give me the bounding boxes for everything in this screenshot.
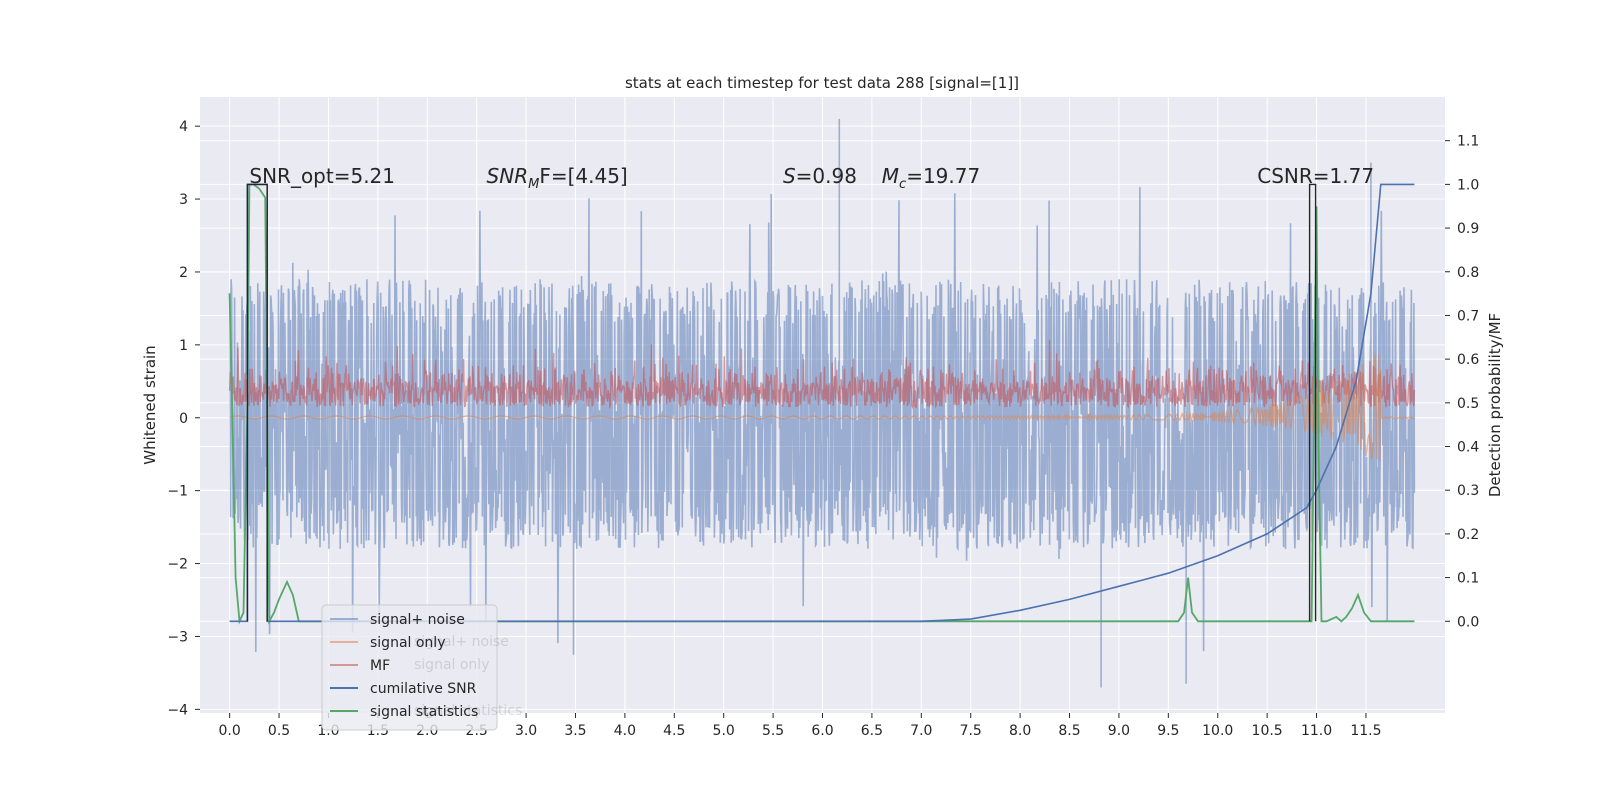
y-tick-label-right: 0.2: [1457, 527, 1479, 543]
dark-bounding-line: [1308, 183, 1317, 622]
x-tick-label: 8.5: [1058, 723, 1080, 739]
legend-label: signal only: [370, 635, 445, 651]
x-tick-label: 6.5: [861, 723, 883, 739]
y-tick-label-right: 1.1: [1457, 134, 1479, 150]
y-tick-label-right: 0.1: [1457, 571, 1479, 587]
legend-ghost-text: signal statistics: [414, 703, 522, 719]
legend-label: signal statistics: [370, 704, 478, 720]
x-tick-label: 4.5: [663, 723, 685, 739]
y-axis-left: 4 3 2 1 0 −1 −2 −3 −4: [167, 119, 200, 718]
y-tick-label-left: 2: [179, 265, 188, 281]
x-tick-label: 5.0: [713, 723, 735, 739]
y-tick-label-left: 3: [179, 192, 188, 208]
x-tick-label: 0.0: [219, 723, 241, 739]
y-tick-label-right: 0.0: [1457, 614, 1479, 630]
legend-ghost-text: signal+ noise: [414, 634, 509, 650]
y-tick-label-left: 1: [179, 338, 188, 354]
x-tick-label: 8.0: [1009, 723, 1031, 739]
y-axis-right-label: Detection probability/MF: [1486, 313, 1504, 497]
x-tick-label: 5.5: [762, 723, 784, 739]
annotation-text: CSNR=1.77: [1257, 164, 1374, 188]
series-layer: [228, 118, 1416, 688]
y-tick-label-left: −2: [167, 557, 188, 573]
series-signal-noise: [228, 118, 1416, 688]
y-tick-label-right: 0.5: [1457, 396, 1479, 412]
y-tick-label-right: 1.0: [1457, 177, 1479, 193]
x-tick-label: 4.0: [614, 723, 636, 739]
y-tick-label-left: −1: [167, 484, 188, 500]
y-tick-label-left: −3: [167, 629, 188, 645]
x-tick-label: 3.5: [564, 723, 586, 739]
annotation-text: SNR_opt=5.21: [249, 164, 395, 188]
y-tick-label-left: −4: [167, 702, 188, 718]
x-tick-label: 9.0: [1108, 723, 1130, 739]
legend-box: [321, 604, 498, 731]
x-tick-label: 9.5: [1157, 723, 1179, 739]
series-signal-only: [229, 354, 1415, 462]
y-tick-label-right: 0.6: [1457, 352, 1479, 368]
annotation-text: Mc=19.77: [882, 164, 980, 192]
x-tick-label: 3.0: [515, 723, 537, 739]
y-axis-left-label: Whitened strain: [141, 345, 159, 464]
y-tick-label-right: 0.4: [1457, 440, 1479, 456]
x-tick-label: 7.5: [960, 723, 982, 739]
legend-ghost-text: signal only: [414, 657, 489, 673]
x-tick-label: 10.5: [1252, 723, 1283, 739]
y-tick-label-right: 0.7: [1457, 308, 1479, 324]
y-tick-label-left: 4: [179, 119, 188, 135]
legend-label: MF: [370, 658, 390, 674]
legend-label: cumilative SNR: [370, 681, 477, 697]
x-tick-label: 6.0: [811, 723, 833, 739]
x-tick-label: 11.0: [1301, 723, 1332, 739]
y-tick-label-right: 0.8: [1457, 265, 1479, 281]
x-tick-label: 7.0: [910, 723, 932, 739]
annotations: SNR_opt=5.21 SNRMF=[4.45] S=0.98 Mc=19.77 CS…: [249, 164, 1374, 192]
x-tick-label: 0.5: [268, 723, 290, 739]
x-tick-label: 10.0: [1202, 723, 1233, 739]
y-tick-label-right: 0.9: [1457, 221, 1479, 237]
x-axis: 0.0 0.5 1.0 1.5 2.0 2.5 3.0 3.5 4.0 4.5 5.0 5.5 6.0 6…: [219, 713, 1382, 739]
y-tick-label-left: 0: [179, 411, 188, 427]
series-mf: [228, 340, 1416, 410]
chart-title: stats at each timestep for test data 288…: [625, 74, 1019, 92]
y-tick-label-right: 0.3: [1457, 483, 1479, 499]
x-tick-label: 11.5: [1350, 723, 1381, 739]
legend-label: signal+ noise: [370, 612, 465, 628]
y-axis-right: 1.1 1.0 0.9 0.8 0.7 0.6 0.5 0.4 0.3 0.2 0.1 0.0: [1445, 134, 1479, 630]
annotation-text: SNRMF=[4.45]: [487, 164, 628, 192]
annotation-text: S=0.98: [783, 164, 857, 188]
dark-bounding-line: [246, 183, 268, 622]
series-signal-statistics: [228, 183, 1415, 625]
